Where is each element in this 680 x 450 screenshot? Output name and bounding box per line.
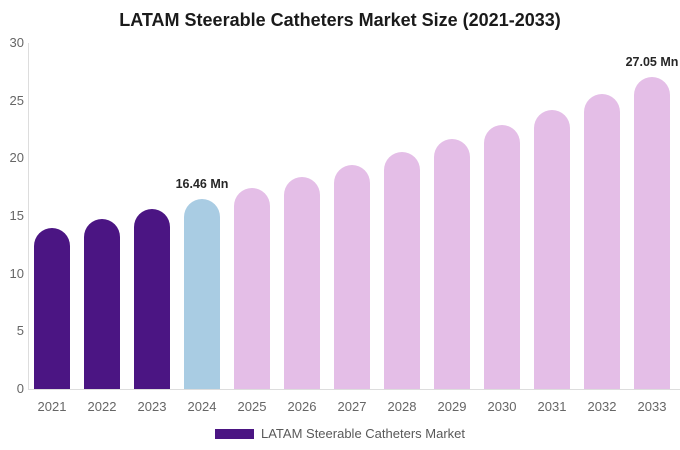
y-tick-label: 5 [16,323,24,339]
bar-2027 [334,164,370,389]
x-tick-label: 2025 [237,399,267,414]
legend-label: LATAM Steerable Catheters Market [261,426,465,441]
bar-2029 [434,138,470,389]
y-tick-label: 15 [9,208,24,223]
bar-2028 [384,152,420,389]
x-tick-label: 2028 [387,399,417,414]
y-tick-label: 10 [9,265,24,281]
bar-2022 [84,218,120,389]
bar-2026 [284,176,320,389]
legend-swatch [215,428,254,439]
y-tick-label: 20 [9,150,24,166]
bar-2031 [534,109,570,389]
bar-2025 [234,188,270,389]
x-tick-label: 2033 [637,399,667,414]
x-tick-label: 2023 [137,399,167,414]
x-tick-label: 2021 [37,399,67,414]
x-tick-label: 2022 [87,399,117,414]
y-tick-label: 25 [9,92,24,108]
x-tick-label: 2026 [287,399,317,414]
chart-title: LATAM Steerable Catheters Market Size (2… [119,10,561,30]
y-axis-line [28,43,29,389]
bar-2024 [184,199,220,389]
legend: LATAM Steerable Catheters Market [0,426,680,441]
x-tick-label: 2032 [587,399,617,414]
bar-value-label: 27.05 Mn [625,55,679,70]
bar-2033 [634,77,670,389]
x-tick-label: 2027 [337,399,367,414]
bar-value-label: 16.46 Mn [175,177,229,192]
x-tick-label: 2024 [187,399,217,414]
x-axis-line [28,389,680,390]
x-tick-label: 2030 [487,399,517,414]
x-tick-label: 2031 [537,399,567,414]
bar-2032 [584,93,620,389]
bar-2023 [134,209,170,389]
x-tick-label: 2029 [437,399,467,414]
y-tick-label: 0 [16,381,24,396]
y-tick-label: 30 [9,35,24,50]
bar-2021 [34,227,70,389]
bar-2030 [484,124,520,389]
